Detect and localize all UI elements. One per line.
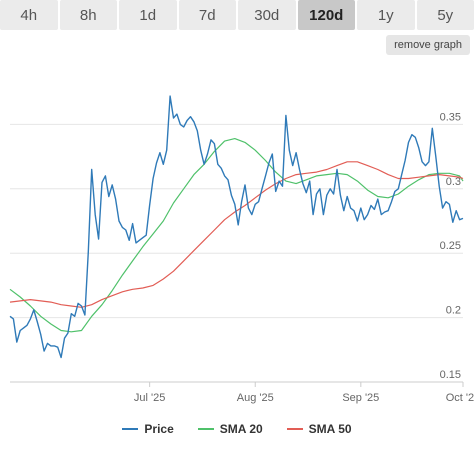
tab-8h[interactable]: 8h bbox=[59, 0, 117, 30]
y-tick-label: 0.3 bbox=[446, 176, 461, 188]
legend-item-sma-50[interactable]: SMA 50 bbox=[286, 420, 352, 438]
tab-5y[interactable]: 5y bbox=[416, 0, 474, 30]
grid bbox=[10, 123, 463, 383]
series-line-price bbox=[9, 95, 464, 359]
tab-1d[interactable]: 1d bbox=[119, 0, 177, 30]
tab-120d[interactable]: 120d bbox=[297, 0, 355, 30]
remove-graph-button[interactable]: remove graph bbox=[386, 35, 470, 55]
tab-1y[interactable]: 1y bbox=[357, 0, 415, 30]
series-lines bbox=[9, 95, 464, 359]
legend-label: SMA 50 bbox=[308, 422, 352, 436]
x-axis: Jul '25 Aug '25 Sep '25 Oct '25 bbox=[10, 381, 474, 404]
series-line-sma-50 bbox=[9, 161, 464, 308]
y-tick-label: 0.35 bbox=[440, 111, 461, 123]
y-tick-label: 0.2 bbox=[446, 305, 461, 317]
time-range-tabs: 4h 8h 1d 7d 30d 120d 1y 5y bbox=[0, 0, 474, 30]
legend-swatch bbox=[197, 428, 214, 430]
y-tick-label: 0.25 bbox=[440, 240, 461, 252]
legend: Price SMA 20 SMA 50 bbox=[0, 420, 474, 438]
x-tick-label: Sep '25 bbox=[342, 392, 379, 404]
legend-swatch bbox=[122, 428, 139, 430]
legend-label: SMA 20 bbox=[219, 422, 263, 436]
x-tick-label: Oct '25 bbox=[446, 392, 474, 404]
x-tick-label: Jul '25 bbox=[134, 392, 165, 404]
tab-30d[interactable]: 30d bbox=[238, 0, 296, 30]
x-tick-label: Aug '25 bbox=[237, 392, 274, 404]
tab-4h[interactable]: 4h bbox=[0, 0, 58, 30]
y-tick-label: 0.15 bbox=[440, 369, 461, 381]
legend-label: Price bbox=[144, 422, 174, 436]
legend-swatch bbox=[286, 428, 303, 430]
y-axis: 0.15 0.2 0.25 0.3 0.35 bbox=[440, 111, 461, 381]
legend-item-sma-20[interactable]: SMA 20 bbox=[197, 420, 263, 438]
legend-item-price[interactable]: Price bbox=[122, 420, 174, 438]
tab-7d[interactable]: 7d bbox=[178, 0, 236, 30]
